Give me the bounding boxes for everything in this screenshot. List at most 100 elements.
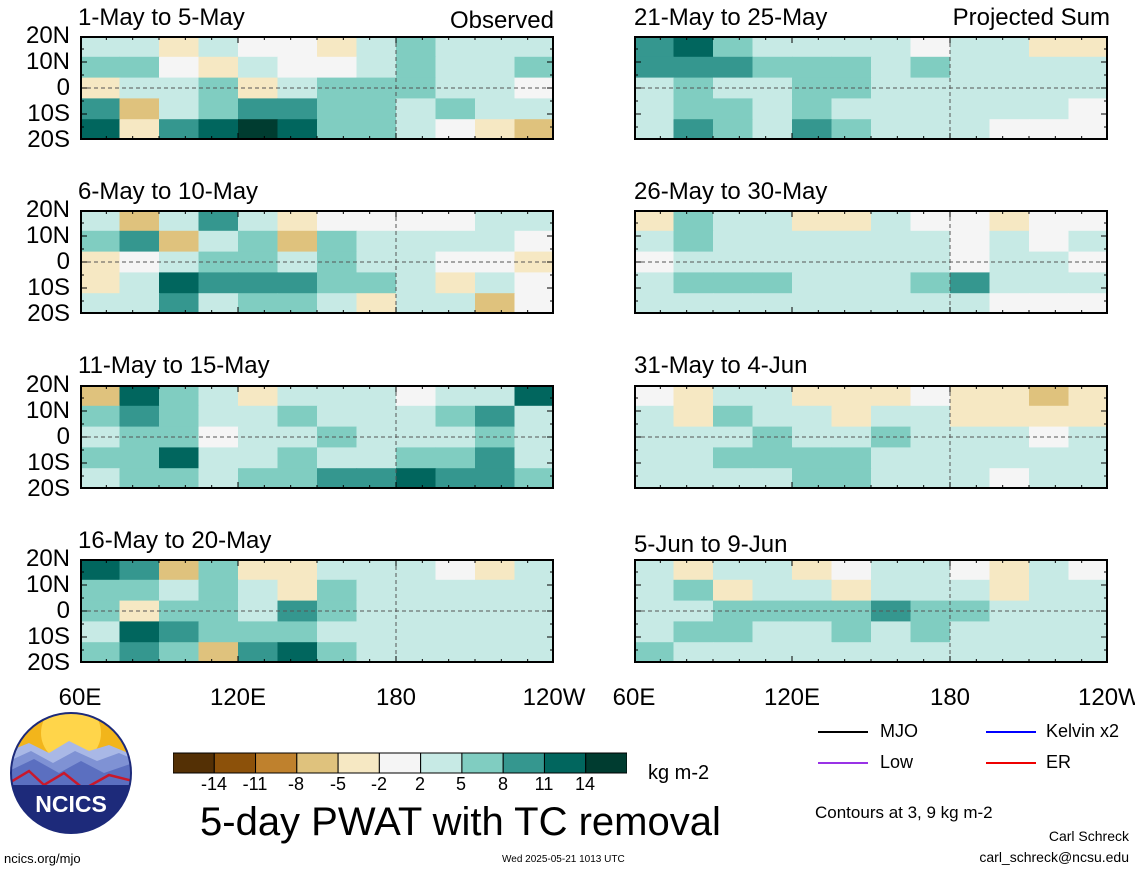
pwat-cell [792, 272, 833, 294]
pwat-cell [1068, 405, 1108, 428]
pwat-cell [989, 468, 1030, 489]
pwat-cell [989, 579, 1030, 602]
pwat-cell [356, 272, 397, 294]
pwat-cell [119, 405, 160, 428]
pwat-cell [435, 293, 476, 314]
pwat-cell [713, 385, 754, 407]
pwat-cell [317, 559, 358, 581]
pwat-cell [198, 426, 239, 448]
colorbar-segment [255, 752, 298, 774]
colorbar-tick-label: 2 [414, 774, 426, 794]
map-panel-8 [634, 559, 1108, 663]
pwat-cell [317, 251, 358, 273]
projected-sum-label: Projected Sum [952, 4, 1110, 31]
pwat-cell [277, 405, 318, 428]
pwat-cell [119, 559, 160, 581]
pwat-cell [356, 385, 397, 407]
pwat-cell [514, 36, 554, 58]
pwat-cell [673, 642, 714, 663]
pwat-cell [713, 36, 754, 58]
colorbar-tick-label: 8 [497, 774, 509, 794]
pwat-cell [752, 468, 793, 489]
pwat-cell [277, 210, 318, 232]
pwat-cell [713, 230, 754, 253]
pwat-cell [1068, 77, 1108, 99]
pwat-cell [238, 210, 279, 232]
pwat-cell [514, 230, 554, 253]
pwat-cell [435, 579, 476, 602]
panel-title-6: 26-May to 30-May [634, 178, 828, 205]
pwat-cell [396, 36, 437, 58]
pwat-cell [435, 385, 476, 407]
pwat-cell [119, 579, 160, 602]
pwat-cell [198, 559, 239, 581]
pwat-cell [119, 621, 160, 643]
pwat-cell [989, 119, 1030, 140]
pwat-cell [514, 621, 554, 643]
pwat-cell [792, 56, 833, 79]
pwat-cell [1029, 56, 1070, 79]
pwat-cell [198, 36, 239, 58]
pwat-cell [396, 385, 437, 407]
pwat-cell [950, 56, 991, 79]
pwat-cell [396, 579, 437, 602]
pwat-cell [910, 385, 951, 407]
pwat-cell [871, 385, 912, 407]
pwat-cell [950, 230, 991, 253]
pwat-cell [514, 56, 554, 79]
pwat-cell [238, 559, 279, 581]
pwat-cell [950, 210, 991, 232]
pwat-cell [514, 600, 554, 622]
pwat-cell [950, 447, 991, 469]
pwat-cell [356, 642, 397, 663]
pwat-cell [277, 230, 318, 253]
pwat-cell [159, 272, 200, 294]
pwat-cell [277, 272, 318, 294]
pwat-cell [317, 447, 358, 469]
pwat-cell [159, 98, 200, 120]
pwat-cell [1068, 642, 1108, 663]
pwat-cell [475, 447, 516, 469]
pwat-cell [792, 119, 833, 140]
map-panel-3 [80, 385, 554, 489]
pwat-cell [752, 56, 793, 79]
lat-tick-label: 20N [25, 22, 70, 49]
pwat-cell [198, 642, 239, 663]
pwat-cell [1068, 98, 1108, 120]
pwat-cell [396, 98, 437, 120]
pwat-cell [80, 447, 121, 469]
legend-label-mjo: MJO [880, 721, 918, 741]
pwat-cell [514, 77, 554, 99]
pwat-cell [989, 56, 1030, 79]
pwat-cell [396, 230, 437, 253]
pwat-cell [713, 119, 754, 140]
pwat-cell [1068, 468, 1108, 489]
pwat-cell [198, 119, 239, 140]
pwat-cell [713, 210, 754, 232]
pwat-cell [514, 559, 554, 581]
pwat-cell [1068, 293, 1108, 314]
pwat-cell [435, 405, 476, 428]
colorbar-tick-label: -8 [287, 774, 305, 794]
pwat-cell [871, 426, 912, 448]
pwat-cell [1029, 447, 1070, 469]
observed-label: Observed [449, 7, 554, 34]
map-panel-5 [634, 36, 1108, 140]
pwat-cell [989, 36, 1030, 58]
pwat-cell [1068, 210, 1108, 232]
pwat-cell [713, 468, 754, 489]
pwat-cell [80, 405, 121, 428]
panel-title-1: 1-May to 5-May [78, 4, 245, 31]
pwat-cell [910, 119, 951, 140]
pwat-cell [752, 579, 793, 602]
legend-label-low: Low [880, 752, 914, 772]
pwat-cell [198, 56, 239, 79]
map-border [80, 559, 554, 663]
legend-line-mjo [818, 731, 868, 733]
pwat-cell [831, 621, 872, 643]
figure-title: 5-day PWAT with TC removal [200, 800, 721, 844]
pwat-cell [198, 579, 239, 602]
pwat-cell [989, 405, 1030, 428]
lon-tick-label: 120E [763, 684, 821, 711]
pwat-cell [514, 293, 554, 314]
